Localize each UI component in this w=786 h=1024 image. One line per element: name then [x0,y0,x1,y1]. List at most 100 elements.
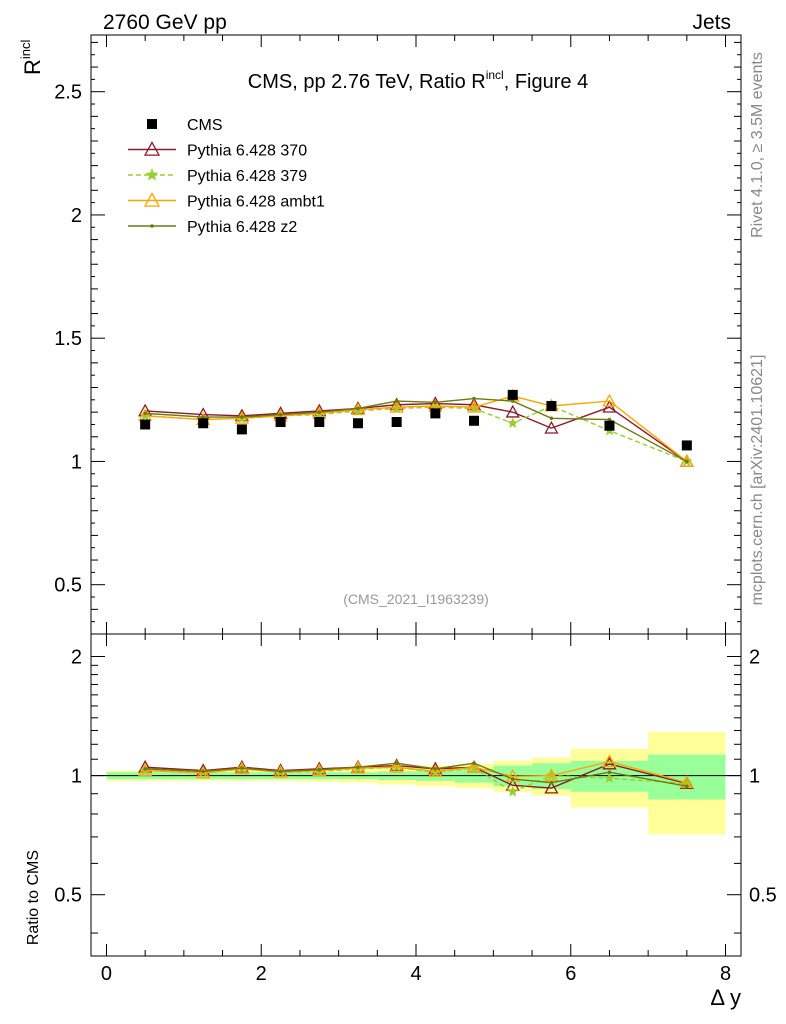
x-tick-label: 0 [101,963,112,985]
triangle-marker [196,765,211,779]
dot-marker [394,761,399,765]
legend-label: Pythia 6.428 z2 [187,219,297,236]
square-marker [430,408,441,419]
dot-marker [278,769,283,774]
dot-marker [607,770,612,775]
y-tick-label-main: 1.5 [54,328,82,350]
mcplots-side-label: mcplots.cern.ch [arXiv:2401.10621] [749,355,766,606]
triangle-marker [602,754,617,768]
x-tick-label: 6 [565,963,576,985]
triangle-marker [234,759,249,773]
legend-label: Pythia 6.428 370 [187,143,307,160]
y-axis-label-main-text: R [20,59,45,75]
plot-title-tail: , Figure 4 [504,71,588,93]
plot-title-main: CMS, pp 2.76 TeV, Ratio R [248,71,486,93]
triangle-marker [273,763,288,776]
square-marker [236,424,247,435]
triangle-marker [505,404,520,418]
legend-label: Pythia 6.428 ambt1 [187,194,325,211]
dot-marker [433,400,438,405]
dot-marker [472,761,476,765]
y-tick-label-ratio: 2 [71,647,82,669]
y-axis-label-main: Rincl [18,39,45,75]
x-axis-label: Δ y [710,985,741,1010]
y-tick-label-main: 2 [71,205,82,227]
triangle-marker [505,769,520,782]
triangle-marker [602,399,617,413]
triangle-marker [466,759,482,773]
square-marker [681,440,692,451]
square-marker [198,418,209,429]
triangle-marker [143,141,161,156]
dot-marker [510,399,515,403]
dot-marker [510,777,515,781]
legend-label: CMS [187,117,223,134]
dot-marker [433,767,438,771]
dot-marker [394,399,399,403]
y-axis-label-ratio: Ratio to CMS [25,850,42,945]
square-marker [275,417,286,428]
dot-marker [685,459,689,464]
triangle-marker [602,393,617,407]
energy-label: 2760 GeV pp [103,11,227,34]
series-line-main [145,405,688,463]
square-marker [546,400,557,411]
y-tick-label-main: 0.5 [54,575,82,597]
triangle-marker [466,399,482,413]
x-tick-label: 4 [410,963,421,985]
dot-marker [685,784,689,789]
square-marker [147,119,157,129]
dot-marker [201,415,206,419]
triangle-marker [196,763,211,776]
triangle-marker [428,764,443,777]
star-marker [145,167,159,181]
axis-ticks: 0 2 4 6 8 0.5 1 1.5 2 2.5 0.5 0.5 1 1 2 2 [54,35,777,985]
ratio-panel-series [138,754,694,797]
dot-marker [240,766,244,770]
triangle-marker [389,759,404,773]
dot-marker [607,417,612,422]
dot-marker [549,780,554,785]
legend-label: Pythia 6.428 379 [187,168,307,185]
y-axis-label-main-sup: incl [18,39,33,59]
main-panel-series [138,388,694,467]
ratio-uncertainty-bands [106,731,726,835]
triangle-marker [602,756,617,770]
dot-marker [317,767,322,772]
plot-title: CMS, pp 2.76 TeV, Ratio Rincl, Figure 4 [248,68,588,93]
star-marker [506,417,519,429]
dot-marker [472,396,476,401]
y-tick-label-ratio: 0.5 [54,885,82,907]
rivet-side-label: Rivet 4.1.0, ≥ 3.5M events [749,52,766,238]
dot-marker [240,415,244,419]
square-marker [352,418,363,429]
star-marker [506,785,519,797]
dot-marker [549,416,554,421]
y-tick-label-ratio-right: 2 [749,647,760,669]
star-marker [603,772,616,784]
x-tick-label: 2 [256,963,267,985]
dot-marker [201,769,206,774]
square-marker [314,417,325,428]
dot-marker [143,411,147,416]
y-tick-label-ratio: 1 [71,766,82,788]
triangle-marker [389,758,404,772]
triangle-marker [544,780,559,794]
dot-marker [150,224,154,228]
process-label: Jets [692,11,731,34]
dot-marker [356,406,360,411]
y-tick-label-main: 2.5 [54,82,82,104]
triangle-marker [679,454,694,467]
y-tick-label-ratio-right: 0.5 [749,885,777,907]
square-marker [469,415,480,426]
triangle-marker [138,763,153,776]
triangle-marker [544,768,559,782]
dot-marker [356,765,360,770]
analysis-tag: (CMS_2021_I1963239) [343,591,489,607]
dot-marker [278,412,283,417]
triangle-marker [389,399,404,413]
triangle-marker [143,192,161,207]
square-marker [604,420,615,431]
y-tick-label-main: 1 [71,451,82,473]
